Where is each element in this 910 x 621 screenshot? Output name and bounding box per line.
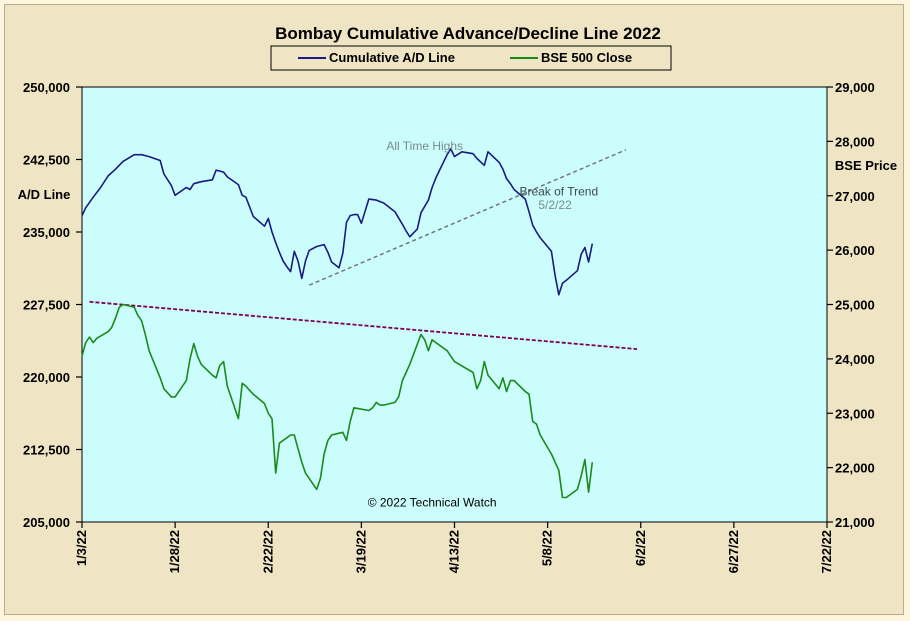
plot-area	[81, 86, 828, 523]
x-tick-label: 2/22/22	[260, 530, 275, 573]
legend-label-bse: BSE 500 Close	[541, 50, 632, 65]
x-tick-label: 7/22/22	[819, 530, 834, 573]
left-tick-label: 227,500	[23, 298, 70, 313]
right-tick-label: 23,000	[835, 406, 875, 421]
left-tick-label: 250,000	[23, 80, 70, 95]
left-tick-label: 220,000	[23, 370, 70, 385]
chart-annotation: 5/2/22	[538, 198, 572, 212]
x-tick-label: 4/13/22	[447, 530, 462, 573]
chart-title: Bombay Cumulative Advance/Decline Line 2…	[275, 24, 661, 43]
left-tick-label: 235,000	[23, 225, 70, 240]
ad-line-series	[81, 148, 594, 296]
trendline-support	[308, 149, 627, 286]
x-axis: 1/3/22 1/28/22 2/22/22 3/19/22 4/13/22 5/8/22…	[74, 522, 834, 573]
trendline-resistance	[89, 300, 638, 350]
x-tick-label: 3/19/22	[353, 530, 368, 573]
right-tick-label: 24,000	[835, 352, 875, 367]
legend-label-ad-line: Cumulative A/D Line	[329, 50, 455, 65]
right-tick-label: 27,000	[835, 189, 875, 204]
copyright-text: © 2022 Technical Watch	[368, 496, 497, 510]
x-tick-label: 6/2/22	[633, 530, 648, 566]
right-tick-label: 25,000	[835, 298, 875, 313]
chart-annotation: All Time Highs	[386, 139, 463, 153]
left-axis: 205,000 212,500 220,000 227,500 235,000 242,5…	[23, 80, 82, 530]
x-tick-label: 6/27/22	[726, 530, 741, 573]
left-tick-label: 212,500	[23, 443, 70, 458]
left-tick-label: 205,000	[23, 515, 70, 530]
legend: Cumulative A/D Line BSE 500 Close	[270, 45, 672, 71]
chart-annotation: Break of Trend	[519, 184, 598, 198]
trendlines	[89, 149, 638, 350]
x-tick-label: 1/3/22	[74, 530, 89, 566]
right-tick-label: 28,000	[835, 134, 875, 149]
right-tick-label: 21,000	[835, 515, 875, 530]
right-axis-label: BSE Price	[835, 158, 897, 173]
x-tick-label: 5/8/22	[540, 530, 555, 566]
left-tick-label: 242,500	[23, 153, 70, 168]
right-tick-label: 29,000	[835, 80, 875, 95]
right-tick-label: 26,000	[835, 243, 875, 258]
series	[81, 148, 594, 499]
bse-close-series	[81, 303, 594, 499]
legend-box	[270, 45, 672, 71]
right-tick-label: 22,000	[835, 461, 875, 476]
right-axis: 21,000 22,000 23,000 24,000 25,000 26,000 27,0…	[827, 80, 875, 530]
x-tick-label: 1/28/22	[167, 530, 182, 573]
left-axis-label: A/D Line	[18, 187, 71, 202]
